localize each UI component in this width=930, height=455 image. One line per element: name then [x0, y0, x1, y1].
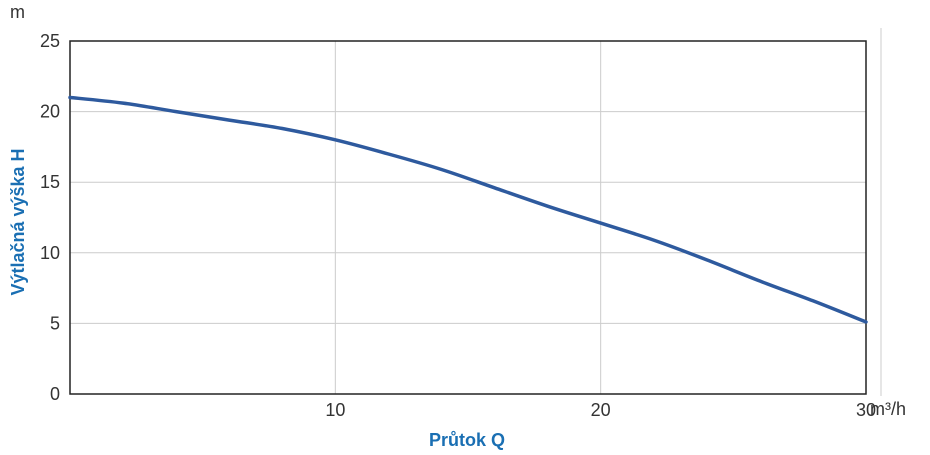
x-tick-label: 10	[325, 400, 345, 420]
y-unit-label: m	[10, 2, 25, 22]
y-axis-title: Výtlačná výška H	[8, 148, 28, 295]
plot-area-border	[69, 40, 867, 395]
series-line	[68, 95, 868, 324]
grid-lines	[70, 41, 866, 394]
x-tick-label: 20	[591, 400, 611, 420]
plot-frame	[69, 40, 867, 395]
y-tick-label: 25	[40, 31, 60, 51]
x-axis-title: Průtok Q	[429, 430, 505, 450]
y-tick-label: 10	[40, 243, 60, 263]
y-tick-label: 0	[50, 384, 60, 404]
y-tick-labels: 0 5 10 15 20 25	[40, 31, 60, 404]
y-tick-label: 20	[40, 102, 60, 122]
x-tick-label: 30	[856, 400, 876, 420]
y-tick-label: 15	[40, 172, 60, 192]
y-tick-label: 5	[50, 313, 60, 333]
x-unit-label: m³/h	[870, 399, 906, 419]
x-tick-labels: 10 20 30	[325, 400, 876, 420]
